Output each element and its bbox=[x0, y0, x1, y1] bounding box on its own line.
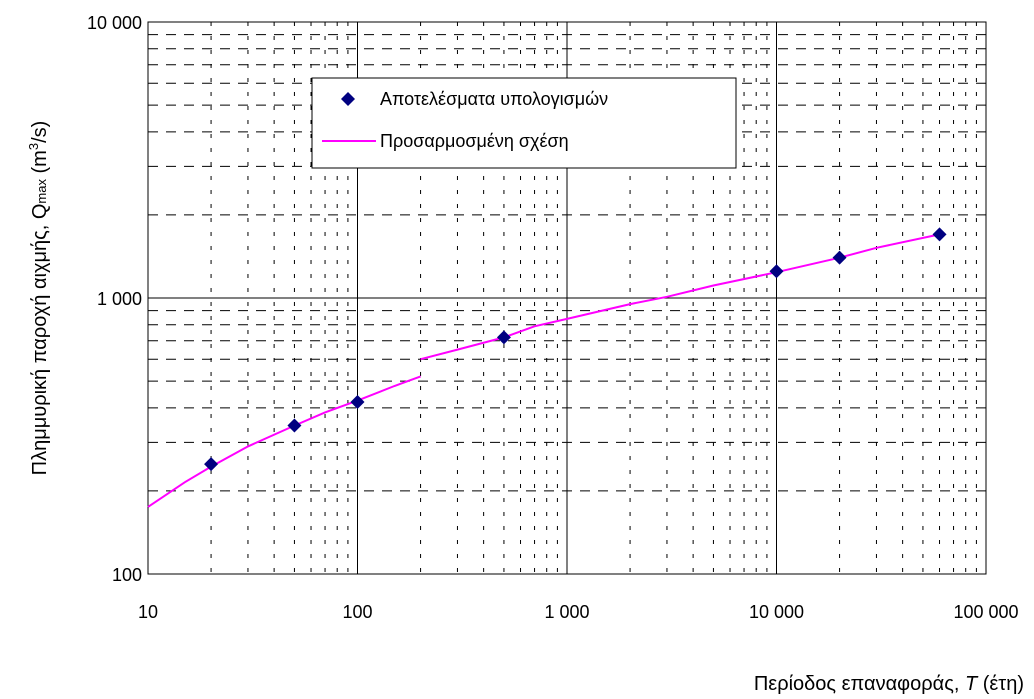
x-tick-label: 10 bbox=[138, 602, 158, 622]
data-point-diamond bbox=[496, 330, 511, 345]
computed-results-series bbox=[204, 227, 947, 472]
y-axis-tick-labels: 100 1 000 10 000 bbox=[87, 13, 142, 585]
data-point-diamond bbox=[769, 264, 784, 279]
legend: Αποτελέσματα υπολογισμών Προσαρμοσμένη σ… bbox=[311, 77, 737, 169]
data-point-diamond bbox=[204, 457, 219, 472]
y-tick-label: 100 bbox=[112, 565, 142, 585]
data-point-diamond bbox=[932, 227, 947, 242]
x-tick-label: 100 000 bbox=[953, 602, 1018, 622]
y-tick-label: 1 000 bbox=[97, 289, 142, 309]
data-point-diamond bbox=[350, 394, 365, 409]
x-axis-tick-labels: 10 100 1 000 10 000 100 000 bbox=[138, 602, 1019, 622]
legend-box bbox=[311, 77, 737, 169]
data-point-diamond bbox=[832, 250, 847, 265]
fit-line-segment bbox=[420, 233, 940, 361]
x-tick-label: 1 000 bbox=[544, 602, 589, 622]
legend-label-results: Αποτελέσματα υπολογισμών bbox=[380, 89, 608, 109]
x-axis-title: Περίοδος επαναφοράς, T (έτη) bbox=[754, 673, 1024, 695]
plot-frame bbox=[147, 21, 987, 575]
legend-diamond-marker bbox=[341, 92, 355, 106]
y-axis-title: Πλημμυρική παροχή αιχμής, Qmax (m3/s) bbox=[26, 121, 51, 476]
legend-label-fit: Προσαρμοσμένη σχέση bbox=[380, 131, 569, 151]
y-tick-label: 10 000 bbox=[87, 13, 142, 33]
x-tick-label: 10 000 bbox=[749, 602, 804, 622]
x-tick-label: 100 bbox=[342, 602, 372, 622]
data-point-diamond bbox=[287, 418, 302, 433]
